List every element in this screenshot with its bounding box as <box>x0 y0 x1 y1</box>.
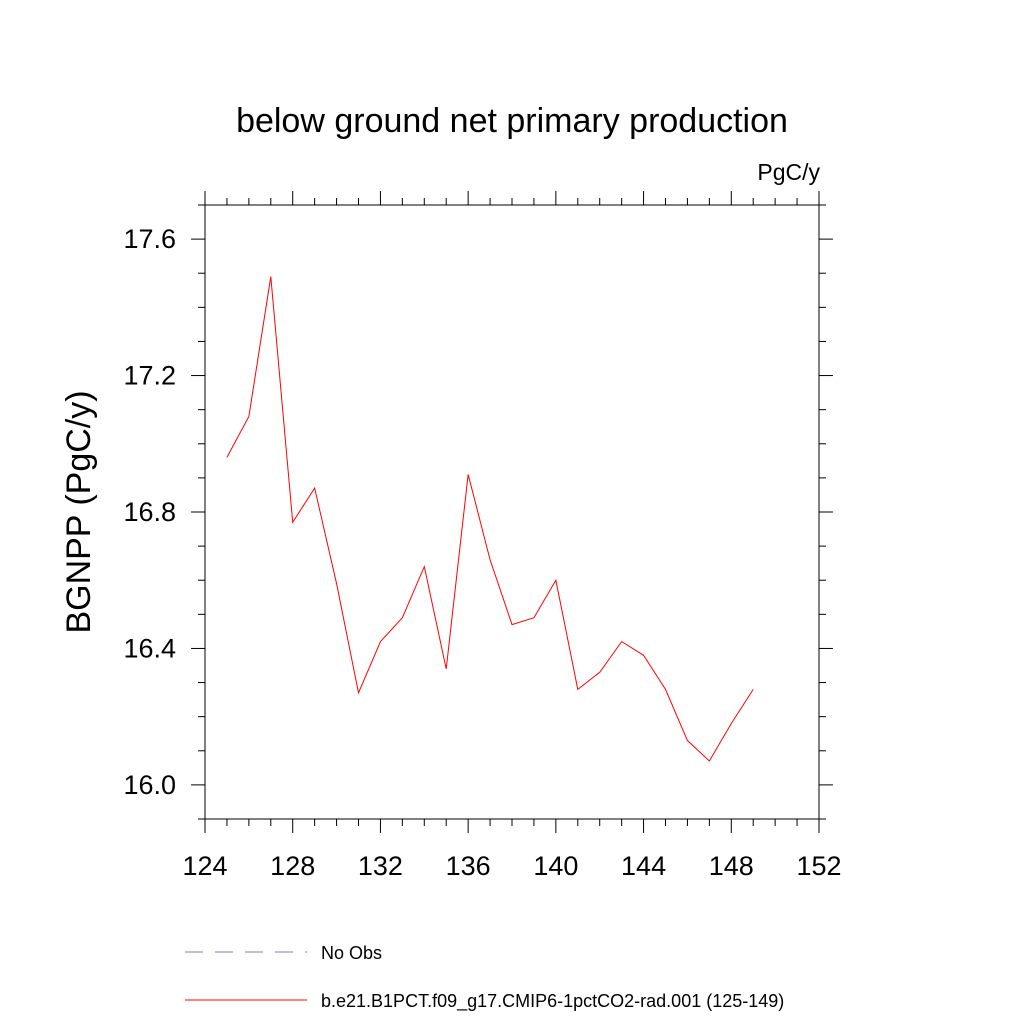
axis-ticks <box>191 191 833 833</box>
chart-title: below ground net primary production <box>236 102 788 140</box>
y-tick-label: 16.4 <box>123 633 176 663</box>
x-tick-label: 136 <box>446 851 491 881</box>
data-series-layer <box>226 276 754 762</box>
x-tick-label: 124 <box>182 851 227 881</box>
legend-label-1: b.e21.B1PCT.f09_g17.CMIP6-1pctCO2-rad.00… <box>321 991 784 1012</box>
y-tick-label: 16.8 <box>123 497 176 527</box>
x-tick-label: 152 <box>796 851 841 881</box>
y-tick-label: 17.6 <box>123 224 176 254</box>
legend: No Obs b.e21.B1PCT.f09_g17.CMIP6-1pctCO2-… <box>185 943 784 1012</box>
axis-tick-labels: 124 128 132 136 140 144 148 152 16.0 16.4 16.8 17.2… <box>123 224 841 881</box>
x-tick-label: 128 <box>270 851 315 881</box>
x-tick-label: 132 <box>358 851 403 881</box>
x-tick-label: 148 <box>709 851 754 881</box>
x-tick-label: 140 <box>533 851 578 881</box>
x-tick-label: 144 <box>621 851 666 881</box>
legend-label-0: No Obs <box>321 943 382 963</box>
y-tick-label: 16.0 <box>123 770 176 800</box>
series-line-1 <box>226 276 754 762</box>
y-axis-label: BGNPP (PgC/y) <box>60 390 98 633</box>
plot-frame <box>204 204 820 820</box>
y-tick-label: 17.2 <box>123 361 176 391</box>
units-label: PgC/y <box>757 159 820 185</box>
